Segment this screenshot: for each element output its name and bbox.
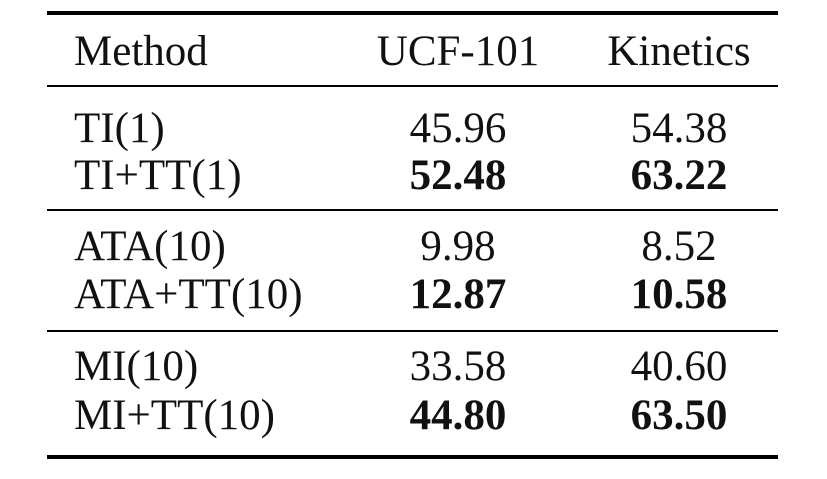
results-table: Method UCF-101 Kinetics TI(1) 45.96 54.3… <box>47 11 778 460</box>
row-method: MI(10) <box>74 343 199 390</box>
row-method: TI+TT(1) <box>74 152 242 199</box>
row-method: MI+TT(10) <box>74 392 275 439</box>
row-kinetics-value: 10.58 <box>630 271 728 318</box>
row-kinetics-value: 54.38 <box>630 105 728 152</box>
group-rule <box>47 330 778 332</box>
row-method: ATA(10) <box>74 223 226 270</box>
row-ucf101-value: 9.98 <box>420 223 496 270</box>
header-ucf101: UCF-101 <box>376 28 540 75</box>
row-method: TI(1) <box>74 105 165 152</box>
row-ucf101-value: 44.80 <box>409 392 507 439</box>
row-ucf101-value: 12.87 <box>409 271 507 318</box>
row-ucf101-value: 52.48 <box>409 152 507 199</box>
header-method: Method <box>74 28 208 75</box>
group-rule <box>47 209 778 211</box>
bottom-rule <box>47 455 778 459</box>
row-kinetics-value: 63.22 <box>630 152 728 199</box>
header-rule <box>47 85 778 87</box>
row-method: ATA+TT(10) <box>74 271 303 318</box>
row-kinetics-value: 8.52 <box>641 223 717 270</box>
row-kinetics-value: 63.50 <box>630 392 728 439</box>
header-kinetics: Kinetics <box>607 28 751 75</box>
row-ucf101-value: 45.96 <box>409 105 507 152</box>
row-kinetics-value: 40.60 <box>630 343 728 390</box>
row-ucf101-value: 33.58 <box>409 343 507 390</box>
top-rule <box>47 11 778 15</box>
